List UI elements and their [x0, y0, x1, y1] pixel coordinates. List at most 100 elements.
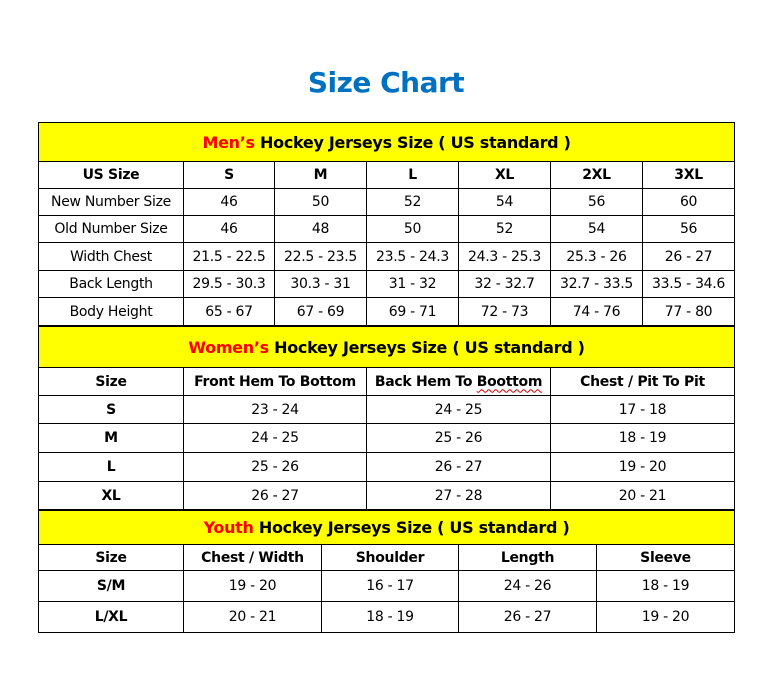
- youth-row-label: L/XL: [38, 601, 184, 633]
- men-cell: 52: [458, 215, 551, 243]
- women-cell: 24 - 25: [366, 395, 551, 424]
- youth-column-header: Shoulder: [321, 544, 459, 571]
- women-column-header: Front Hem To Bottom: [183, 367, 367, 396]
- youth-cell: 26 - 27: [458, 601, 597, 633]
- men-column-header: 2XL: [550, 161, 643, 189]
- men-cell: 29.5 - 30.3: [183, 270, 275, 298]
- men-column-header: US Size: [38, 161, 184, 189]
- women-row-label: M: [38, 423, 184, 453]
- men-cell: 56: [550, 188, 643, 216]
- women-table-row: XL 26 - 27 27 - 28 20 - 21: [38, 481, 736, 510]
- youth-cell: 18 - 19: [321, 601, 459, 633]
- men-column-header: 3XL: [641, 161, 736, 189]
- column-header-label: Back Hem To Boottom: [374, 373, 543, 390]
- men-table: Men’s Hockey Jerseys Size ( US standard …: [37, 122, 736, 326]
- women-row-label: S: [38, 395, 184, 424]
- men-row-label: Back Length: [38, 270, 184, 298]
- youth-section-header: Youth Hockey Jerseys Size ( US standard …: [37, 510, 736, 545]
- column-header-label: Sleeve: [640, 549, 691, 566]
- women-cell: 20 - 21: [549, 481, 736, 510]
- women-column-header: Size: [38, 367, 184, 396]
- men-table-row: New Number Size 46 50 52 54 56 60: [38, 188, 736, 216]
- column-header-label: M: [313, 167, 328, 183]
- women-column-header: Chest / Pit To Pit: [549, 367, 736, 396]
- men-section-header: Men’s Hockey Jerseys Size ( US standard …: [37, 122, 736, 162]
- column-header-label: Length: [500, 549, 555, 566]
- men-row-label: New Number Size: [38, 188, 184, 216]
- men-column-header-row: US Size S M L XL 2XL 3XL: [38, 161, 736, 189]
- youth-column-header-row: Size Chest / Width Shoulder Length Sleeve: [38, 544, 736, 571]
- column-header-label: Chest / Pit To Pit: [580, 373, 705, 390]
- women-cell: 26 - 27: [183, 481, 367, 510]
- men-cell: 60: [641, 188, 736, 216]
- women-cell: 26 - 27: [366, 452, 551, 482]
- women-table-row: M 24 - 25 25 - 26 18 - 19: [38, 423, 736, 453]
- men-cell: 33.5 - 34.6: [641, 270, 736, 298]
- men-column-header: S: [183, 161, 275, 189]
- men-cell: 30.3 - 31: [274, 270, 367, 298]
- men-column-header: M: [274, 161, 367, 189]
- youth-row-label: S/M: [38, 570, 184, 602]
- men-cell: 21.5 - 22.5: [183, 242, 275, 271]
- youth-cell: 19 - 20: [183, 570, 322, 602]
- men-cell: 24.3 - 25.3: [458, 242, 551, 271]
- men-header-highlight: Men’s: [202, 132, 255, 152]
- youth-column-header: Chest / Width: [183, 544, 322, 571]
- men-cell: 22.5 - 23.5: [274, 242, 367, 271]
- men-cell: 25.3 - 26: [550, 242, 643, 271]
- women-cell: 17 - 18: [549, 395, 736, 424]
- men-cell: 69 - 71: [366, 297, 459, 326]
- column-header-label: L: [408, 167, 417, 183]
- column-header-label: Shoulder: [355, 549, 425, 566]
- men-cell: 74 - 76: [550, 297, 643, 326]
- men-cell: 46: [183, 215, 275, 243]
- men-cell: 56: [641, 215, 736, 243]
- column-header-label: US Size: [82, 167, 140, 183]
- men-table-row: Old Number Size 46 48 50 52 54 56: [38, 215, 736, 243]
- women-cell: 25 - 26: [366, 423, 551, 453]
- men-row-label: Width Chest: [38, 242, 184, 271]
- men-cell: 50: [366, 215, 459, 243]
- column-header-label: Front Hem To Bottom: [194, 373, 356, 390]
- men-cell: 77 - 80: [641, 297, 736, 326]
- men-column-header: L: [366, 161, 459, 189]
- column-header-label: XL: [494, 167, 515, 183]
- women-cell: 23 - 24: [183, 395, 367, 424]
- column-header-label: 2XL: [582, 167, 611, 183]
- women-header-text: Hockey Jerseys Size ( US standard ): [268, 337, 585, 357]
- men-cell: 72 - 73: [458, 297, 551, 326]
- youth-header-text: Hockey Jerseys Size ( US standard ): [253, 518, 570, 537]
- men-cell: 50: [274, 188, 367, 216]
- women-table-row: L 25 - 26 26 - 27 19 - 20: [38, 452, 736, 482]
- youth-table-row: S/M 19 - 20 16 - 17 24 - 26 18 - 19: [38, 570, 736, 602]
- column-header-label: 3XL: [674, 167, 703, 183]
- men-cell: 26 - 27: [641, 242, 736, 271]
- men-cell: 54: [458, 188, 551, 216]
- women-table-row: S 23 - 24 24 - 25 17 - 18: [38, 395, 736, 424]
- men-row-label: Body Height: [38, 297, 184, 326]
- men-cell: 67 - 69: [274, 297, 367, 326]
- youth-cell: 20 - 21: [183, 601, 322, 633]
- men-table-row: Body Height 65 - 67 67 - 69 69 - 71 72 - 73 7…: [38, 297, 736, 326]
- women-column-header: Back Hem To Boottom: [366, 367, 551, 396]
- column-header-label: S: [224, 167, 234, 183]
- youth-cell: 19 - 20: [595, 601, 736, 633]
- column-header-label: Size: [95, 373, 127, 390]
- spellcheck-underline: Boottom: [476, 373, 543, 390]
- men-cell: 54: [550, 215, 643, 243]
- men-column-header: XL: [458, 161, 551, 189]
- size-chart: Men’s Hockey Jerseys Size ( US standard …: [37, 122, 736, 633]
- men-table-row: Width Chest 21.5 - 22.5 22.5 - 23.5 23.5 - …: [38, 242, 736, 271]
- women-column-header-row: Size Front Hem To Bottom Back Hem To Boott…: [38, 367, 736, 396]
- men-header-text: Hockey Jerseys Size ( US standard ): [254, 132, 571, 152]
- women-cell: 25 - 26: [183, 452, 367, 482]
- youth-cell: 16 - 17: [321, 570, 459, 602]
- men-cell: 48: [274, 215, 367, 243]
- men-cell: 23.5 - 24.3: [366, 242, 459, 271]
- youth-table-row: L/XL 20 - 21 18 - 19 26 - 27 19 - 20: [38, 601, 736, 633]
- women-cell: 24 - 25: [183, 423, 367, 453]
- men-cell: 31 - 32: [366, 270, 459, 298]
- column-header-label: Chest / Width: [201, 549, 304, 566]
- youth-cell: 24 - 26: [458, 570, 597, 602]
- youth-header-highlight: Youth: [203, 518, 254, 537]
